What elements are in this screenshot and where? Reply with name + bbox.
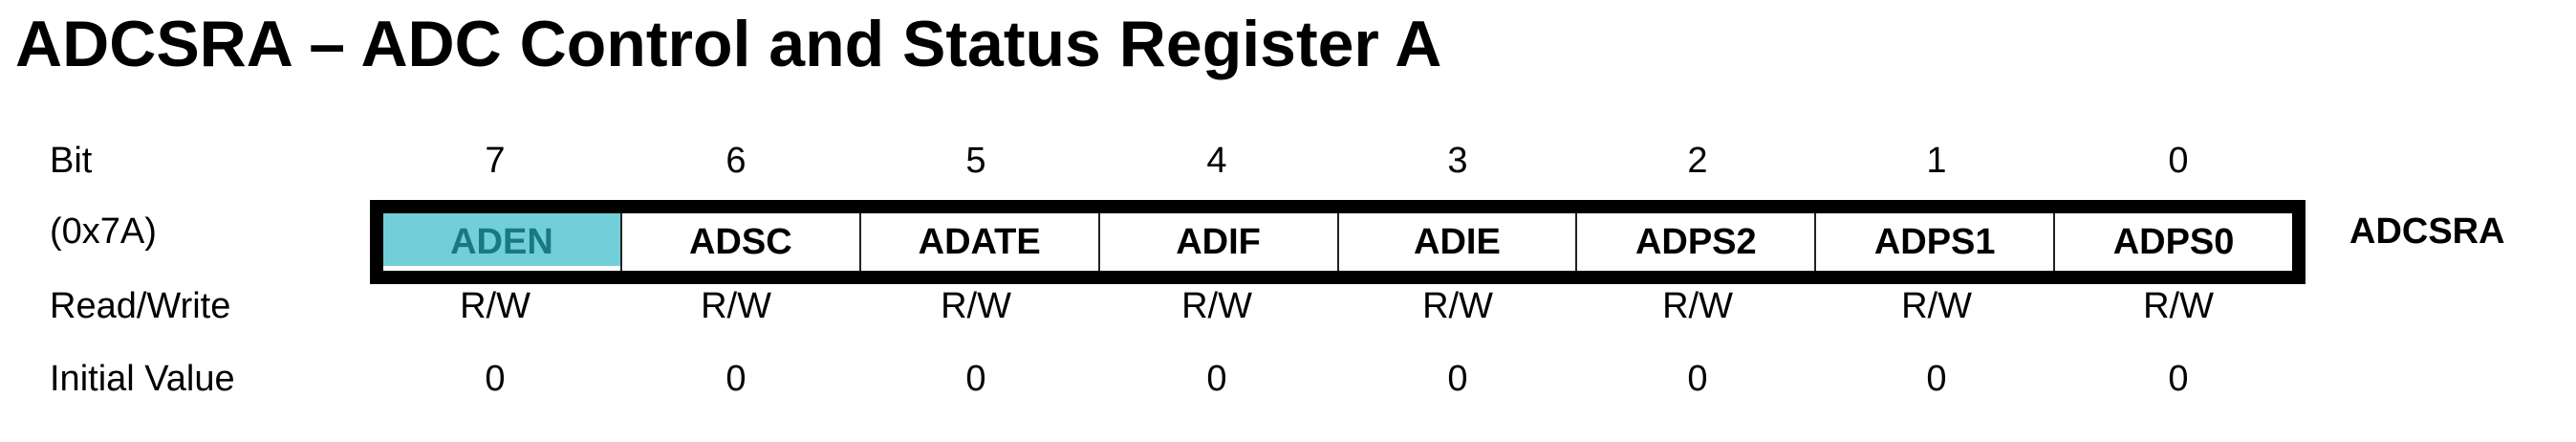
initial-value: 0: [1926, 359, 1947, 399]
initial-value: 0: [1206, 359, 1227, 399]
bit-number: 2: [1687, 141, 1708, 181]
access-value: R/W: [1901, 286, 1972, 326]
register-field-adsc: ADSC: [619, 213, 859, 271]
register-field-adps1: ADPS1: [1814, 213, 2053, 271]
register-field-adie: ADIE: [1336, 213, 1576, 271]
bit-number: 7: [485, 141, 506, 181]
initial-value: 0: [725, 359, 747, 399]
register-field-adps2: ADPS2: [1575, 213, 1814, 271]
page-title: ADCSRA – ADC Control and Status Register…: [15, 8, 1442, 80]
register-field-aden: ADEN: [383, 213, 620, 271]
initial-value: 0: [1447, 359, 1468, 399]
bit-number: 1: [1926, 141, 1947, 181]
bit-number: 6: [725, 141, 747, 181]
initial-value-row-label: Initial Value: [50, 359, 235, 399]
access-value: R/W: [1422, 286, 1493, 326]
register-fields: ADEN ADSC ADATE ADIF ADIE ADPS2 ADPS1 ADPS0: [370, 200, 2305, 284]
bit-number: 5: [965, 141, 986, 181]
initial-value: 0: [485, 359, 506, 399]
bit-row-label: Bit: [50, 141, 93, 181]
access-value: R/W: [941, 286, 1011, 326]
access-value: R/W: [460, 286, 530, 326]
access-value: R/W: [701, 286, 771, 326]
register-field-adate: ADATE: [858, 213, 1098, 271]
bit-number: 0: [2168, 141, 2189, 181]
register-field-adps0: ADPS0: [2053, 213, 2292, 271]
access-value: R/W: [1662, 286, 1733, 326]
initial-value: 0: [965, 359, 986, 399]
access-value: R/W: [1181, 286, 1252, 326]
address-label: (0x7A): [50, 211, 157, 252]
register-name: ADCSRA: [2349, 211, 2505, 252]
register-field-adif: ADIF: [1097, 213, 1337, 271]
access-value: R/W: [2143, 286, 2214, 326]
bit-number: 4: [1206, 141, 1227, 181]
bit-number: 3: [1447, 141, 1468, 181]
initial-value: 0: [2168, 359, 2189, 399]
read-write-row-label: Read/Write: [50, 286, 231, 326]
initial-value: 0: [1687, 359, 1708, 399]
